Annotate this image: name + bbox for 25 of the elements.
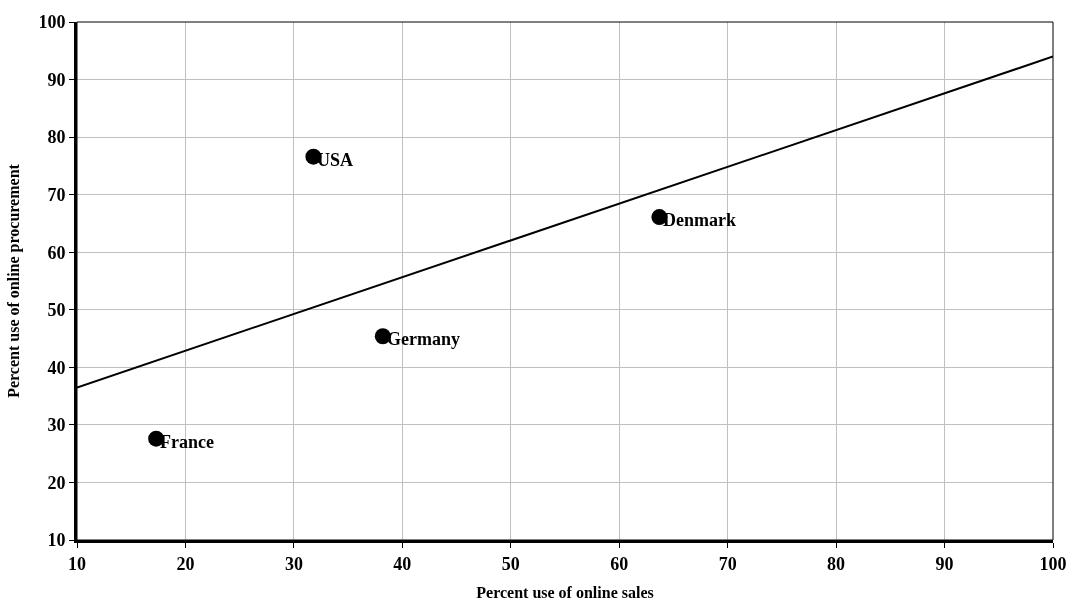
x-tick-label: 30	[284, 553, 303, 574]
x-tick-label: 10	[68, 553, 86, 574]
x-tick-label: 100	[1039, 553, 1067, 574]
y-tick-label: 60	[47, 242, 66, 263]
y-tick-label: 100	[38, 12, 66, 33]
y-tick-label: 90	[47, 69, 66, 90]
x-tick-label: 50	[501, 553, 520, 574]
y-tick-label: 40	[47, 357, 66, 378]
x-tick-label: 80	[827, 553, 846, 574]
y-tick-label: 80	[47, 127, 66, 148]
y-tick-label: 50	[47, 300, 66, 321]
y-tick-label: 30	[47, 415, 66, 436]
y-tick-label: 20	[47, 472, 66, 493]
y-axis-title: Percent use of online procurement	[5, 163, 24, 398]
x-tick-label: 90	[935, 553, 954, 574]
x-tick-label: 60	[610, 553, 629, 574]
annotation: Denmark	[663, 210, 736, 230]
y-tick-label: 10	[47, 530, 66, 551]
x-tick-label: 20	[176, 553, 195, 574]
y-tick-label: 70	[47, 184, 66, 205]
annotation: Germany	[387, 329, 460, 349]
x-tick-label: 70	[718, 553, 737, 574]
x-axis-title: Percent use of online sales	[476, 584, 654, 602]
annotation: France	[160, 432, 214, 452]
x-tick-label: 40	[393, 553, 412, 574]
